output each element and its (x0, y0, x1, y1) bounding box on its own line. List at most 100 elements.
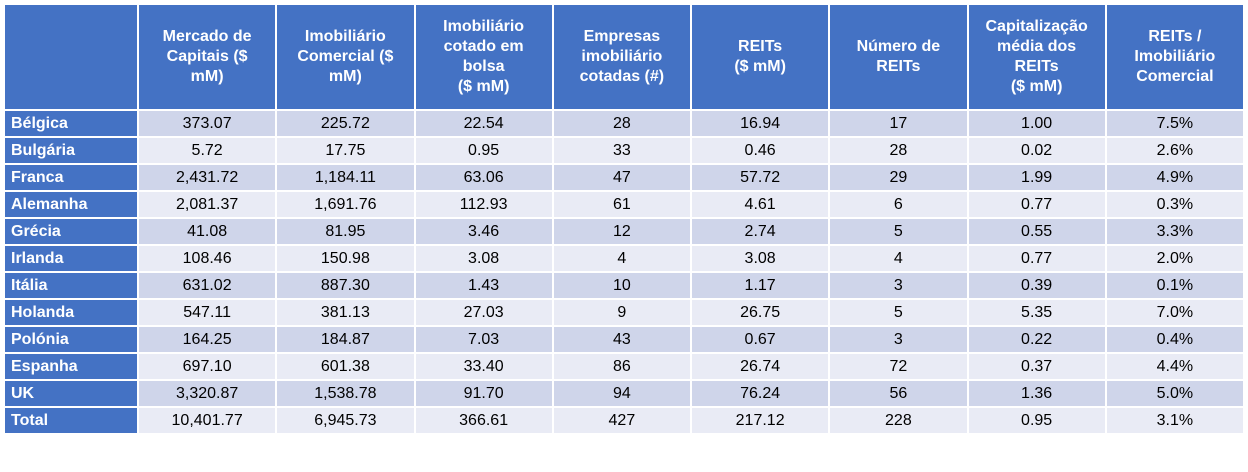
row-label: Holanda (3, 298, 139, 327)
table-cell: 63.06 (413, 163, 554, 192)
table-cell: 1,538.78 (275, 379, 416, 408)
row-label: Itália (3, 271, 139, 300)
table-cell: 697.10 (136, 352, 278, 381)
table-cell: 2.74 (689, 217, 831, 246)
table-cell: 28 (551, 109, 693, 138)
table-cell: 3.3% (1104, 217, 1246, 246)
table-cell: 0.46 (689, 136, 831, 165)
column-header: Imobiliário cotado em bolsa ($ mM) (413, 3, 554, 111)
row-label: Bélgica (3, 109, 139, 138)
table-cell: 17 (828, 109, 969, 138)
table-cell: 47 (551, 163, 693, 192)
table-cell: 61 (551, 190, 693, 219)
table-cell: 5 (828, 298, 969, 327)
table-cell: 7.03 (413, 325, 554, 354)
row-label: UK (3, 379, 139, 408)
table-cell: 26.74 (689, 352, 831, 381)
table-cell: 3.08 (689, 244, 831, 273)
table-cell: 184.87 (275, 325, 416, 354)
table-cell: 72 (828, 352, 969, 381)
table-cell: 76.24 (689, 379, 831, 408)
row-label: Polónia (3, 325, 139, 354)
table-cell: 381.13 (275, 298, 416, 327)
table-row: Espanha 697.10 601.38 33.40 86 26.74 72 0.37 4.4… (3, 352, 1246, 381)
table-row: Bulgária 5.72 17.75 0.95 33 0.46 28 0.02 2.6% (3, 136, 1246, 165)
table-cell: 5 (828, 217, 969, 246)
table-cell: 228 (828, 406, 969, 435)
row-label: Grécia (3, 217, 139, 246)
table-cell: 887.30 (275, 271, 416, 300)
table-cell: 6 (828, 190, 969, 219)
row-label: Espanha (3, 352, 139, 381)
row-label: Bulgária (3, 136, 139, 165)
table-cell: 2.0% (1104, 244, 1246, 273)
column-header: Mercado de Capitais ($ mM) (136, 3, 278, 111)
table-cell: 0.55 (966, 217, 1107, 246)
table-row: Polónia 164.25 184.87 7.03 43 0.67 3 0.22 0.4% (3, 325, 1246, 354)
column-header: REITs / Imobiliário Comercial (1104, 3, 1246, 111)
table-cell: 4.61 (689, 190, 831, 219)
table-row: Franca 2,431.72 1,184.11 63.06 47 57.72 29 1.99… (3, 163, 1246, 192)
table-cell: 150.98 (275, 244, 416, 273)
table-cell: 3 (828, 325, 969, 354)
column-header: Número de REITs (828, 3, 969, 111)
table-cell: 33.40 (413, 352, 554, 381)
table-cell: 0.37 (966, 352, 1107, 381)
table-cell: 3.46 (413, 217, 554, 246)
table-cell: 631.02 (136, 271, 278, 300)
table-cell: 0.39 (966, 271, 1107, 300)
table-cell: 4.9% (1104, 163, 1246, 192)
table-body: Bélgica 373.07 225.72 22.54 28 16.94 17 1.00 7.5… (3, 109, 1246, 435)
data-table: Mercado de Capitais ($ mM) Imobiliário Co… (3, 3, 1246, 435)
table-cell: 1,691.76 (275, 190, 416, 219)
table-cell: 601.38 (275, 352, 416, 381)
table-cell: 0.95 (413, 136, 554, 165)
table-row: Alemanha 2,081.37 1,691.76 112.93 61 4.61 6 0.7… (3, 190, 1246, 219)
table-cell: 0.3% (1104, 190, 1246, 219)
column-header: Empresas imobiliário cotadas (#) (551, 3, 693, 111)
table-cell: 0.77 (966, 190, 1107, 219)
header-row: Mercado de Capitais ($ mM) Imobiliário Co… (3, 3, 1246, 111)
table-cell: 17.75 (275, 136, 416, 165)
table-cell: 0.77 (966, 244, 1107, 273)
table-cell: 16.94 (689, 109, 831, 138)
table-cell: 29 (828, 163, 969, 192)
table-cell: 12 (551, 217, 693, 246)
table-cell: 10 (551, 271, 693, 300)
table-cell: 5.35 (966, 298, 1107, 327)
table-cell: 1.17 (689, 271, 831, 300)
table-cell: 81.95 (275, 217, 416, 246)
table-cell: 217.12 (689, 406, 831, 435)
table-cell: 56 (828, 379, 969, 408)
table-cell: 28 (828, 136, 969, 165)
table-cell: 94 (551, 379, 693, 408)
column-header: Capitalização média dos REITs ($ mM) (966, 3, 1107, 111)
table-cell: 108.46 (136, 244, 278, 273)
table-cell: 57.72 (689, 163, 831, 192)
table-cell: 366.61 (413, 406, 554, 435)
table-cell: 0.1% (1104, 271, 1246, 300)
table-cell: 373.07 (136, 109, 278, 138)
table-cell: 33 (551, 136, 693, 165)
table-cell: 27.03 (413, 298, 554, 327)
table-cell: 5.72 (136, 136, 278, 165)
corner-cell (3, 3, 139, 111)
row-label: Irlanda (3, 244, 139, 273)
table-cell: 91.70 (413, 379, 554, 408)
table-row: Holanda 547.11 381.13 27.03 9 26.75 5 5.35 7.0% (3, 298, 1246, 327)
table-row: Bélgica 373.07 225.72 22.54 28 16.94 17 1.00 7.5… (3, 109, 1246, 138)
table-cell: 0.22 (966, 325, 1107, 354)
table-cell: 26.75 (689, 298, 831, 327)
table-cell: 0.4% (1104, 325, 1246, 354)
table-cell: 3,320.87 (136, 379, 278, 408)
row-label: Alemanha (3, 190, 139, 219)
table-cell: 5.0% (1104, 379, 1246, 408)
table-cell: 10,401.77 (136, 406, 278, 435)
table-cell: 547.11 (136, 298, 278, 327)
table-cell: 1.43 (413, 271, 554, 300)
table-cell: 6,945.73 (275, 406, 416, 435)
table-row: Grécia 41.08 81.95 3.46 12 2.74 5 0.55 3.3% (3, 217, 1246, 246)
table-cell: 112.93 (413, 190, 554, 219)
column-header: REITs ($ mM) (689, 3, 831, 111)
